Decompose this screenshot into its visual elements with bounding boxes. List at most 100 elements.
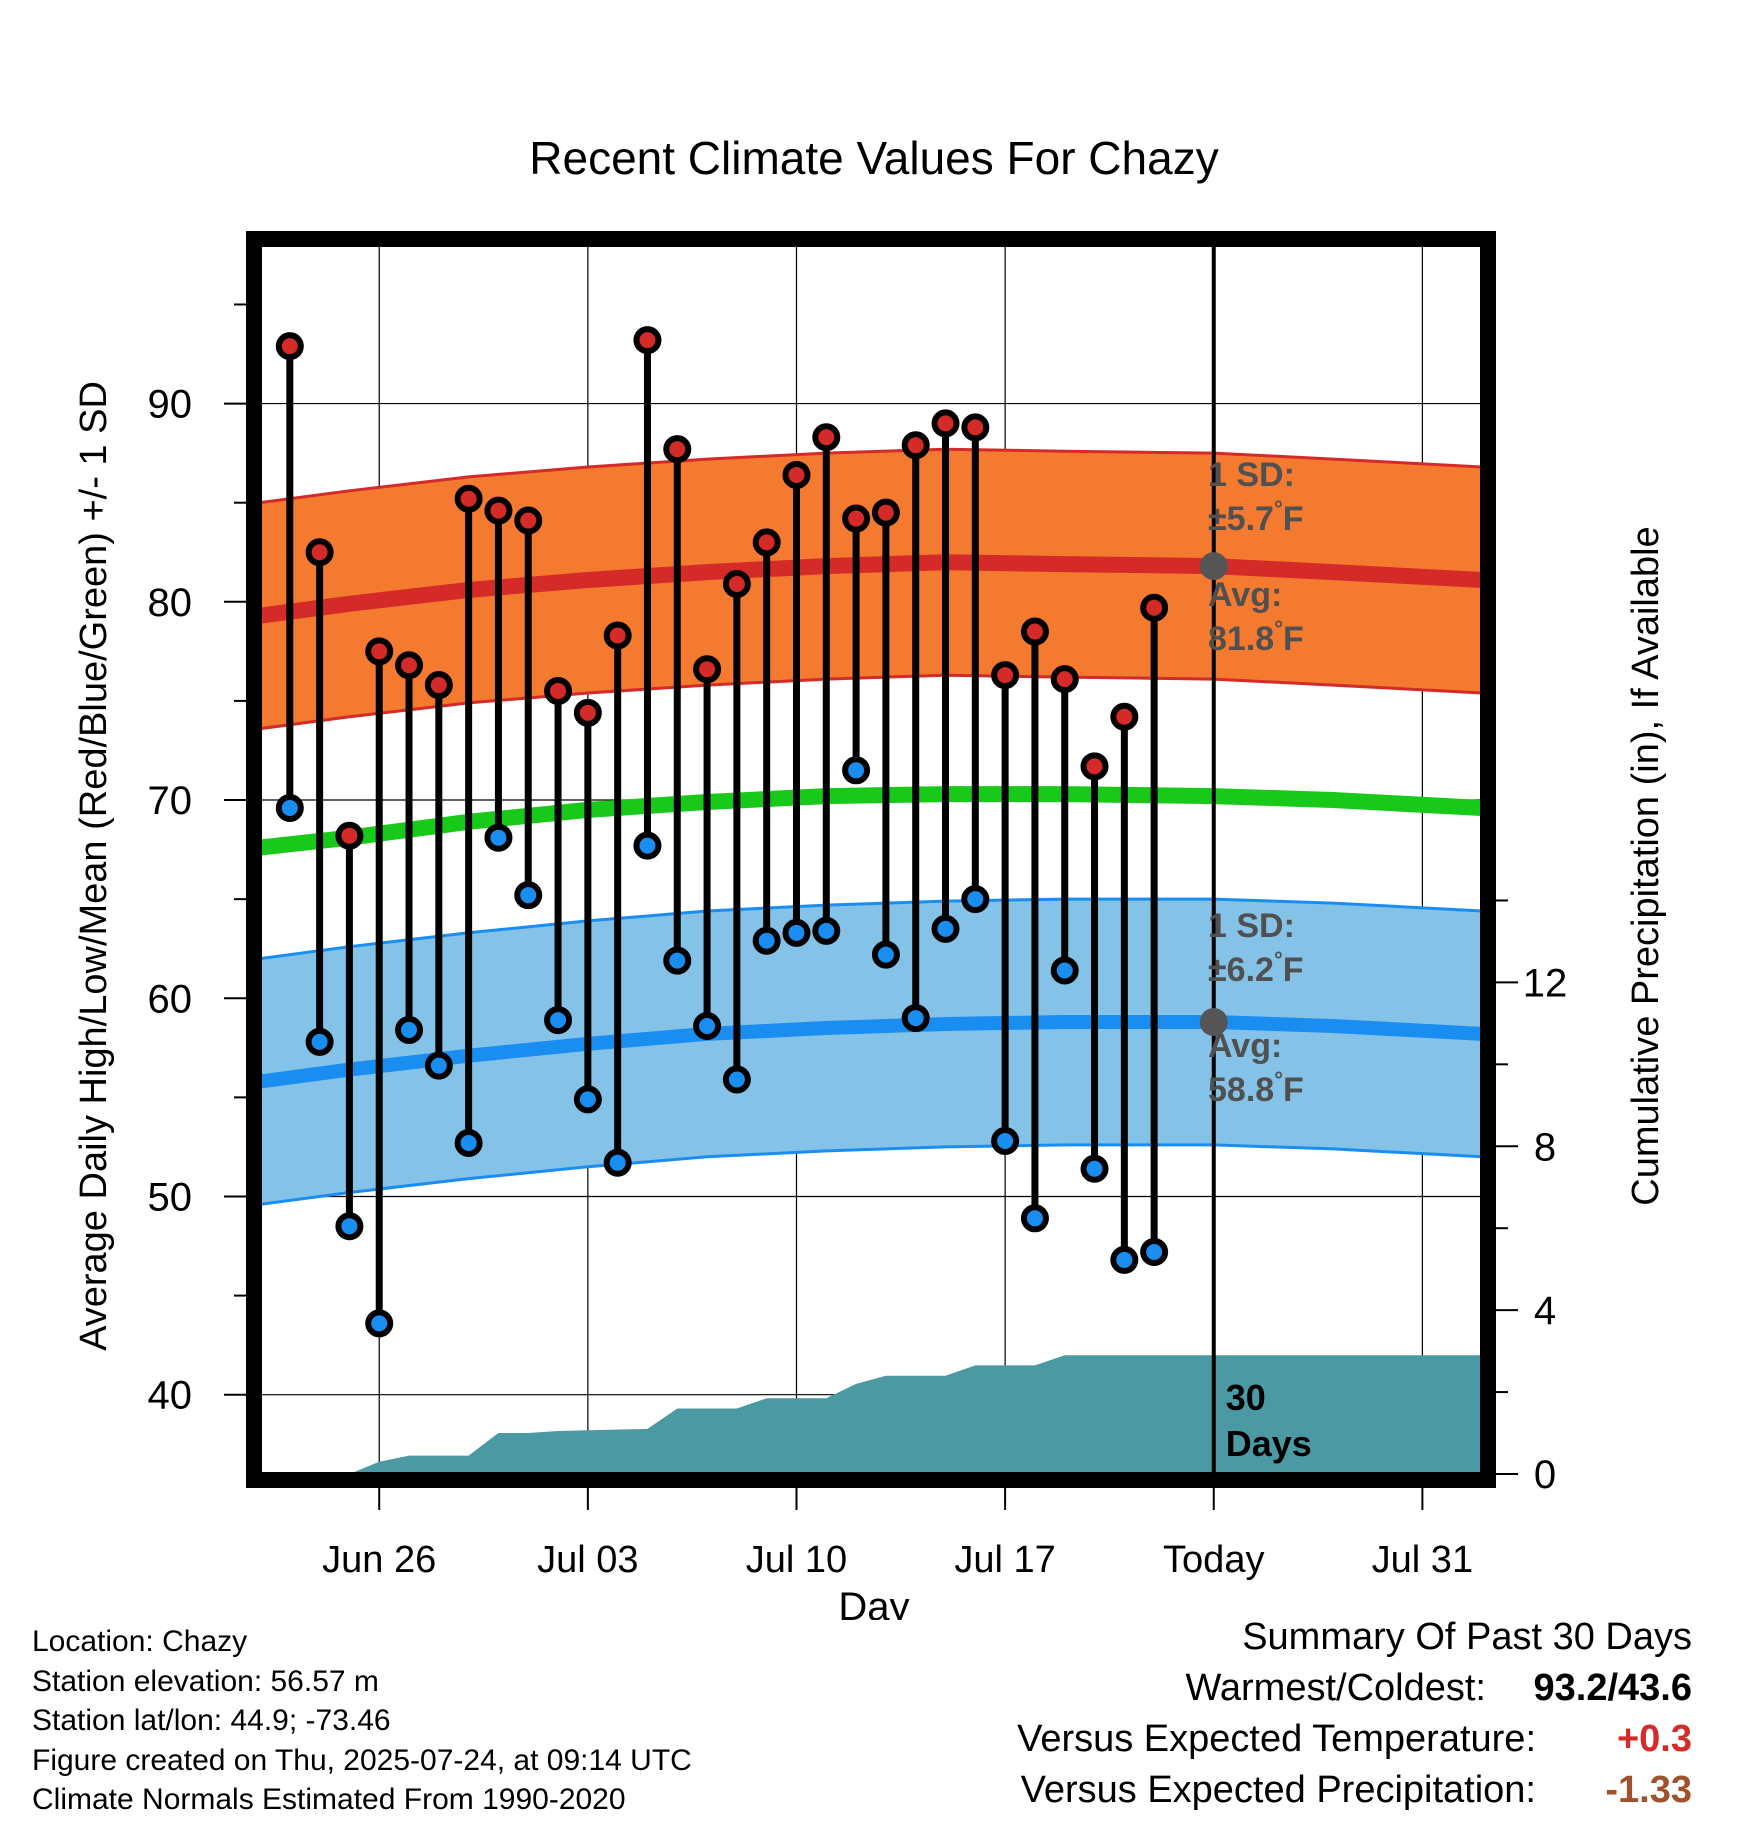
x-tick-label: Today: [1163, 1539, 1264, 1581]
y2-tick-label: 0: [1534, 1453, 1556, 1497]
obs-high-point: [395, 651, 424, 680]
obs-low-point: [573, 1085, 602, 1114]
today-low-avg-dot: [1199, 1008, 1228, 1037]
y2-tick-label: 4: [1534, 1289, 1556, 1333]
y-tick-label: 40: [148, 1374, 193, 1418]
obs-high-point: [991, 661, 1020, 690]
obs-high-point: [335, 821, 364, 850]
warmest-value: 93.2/43.6: [1533, 1667, 1692, 1709]
obs-low-point: [991, 1126, 1020, 1155]
high-avg-annotation-unit: °: [1274, 616, 1283, 641]
y2-axis-label: Cumulative Precipitation (in), If Availa…: [1625, 526, 1667, 1205]
obs-low-point: [395, 1015, 424, 1044]
obs-high-point: [544, 677, 573, 706]
latlon-text: Station lat/lon: 44.9; -73.46: [32, 1704, 391, 1737]
obs-high-point: [752, 528, 781, 557]
obs-low-point: [752, 926, 781, 955]
mean-normal-line: [260, 786, 1482, 856]
low-avg-annotation-value: 58.8°F: [1208, 1067, 1304, 1109]
obs-low-point: [782, 918, 811, 947]
x-tick-label: Jul 10: [746, 1539, 847, 1581]
low-avg-annotation-unit: °: [1274, 1067, 1283, 1092]
obs-low-point: [454, 1128, 483, 1157]
obs-high-point: [901, 431, 930, 460]
summary-warmest-row: Warmest/Coldest: 93.2/43.6: [1017, 1663, 1692, 1714]
obs-low-point: [1020, 1204, 1049, 1233]
obs-high-point: [782, 460, 811, 489]
temp-label: Versus Expected Temperature:: [1017, 1718, 1536, 1760]
low-sd-annotation-label: 1 SD:: [1208, 907, 1295, 945]
obs-low-point: [931, 914, 960, 943]
low-sd-annotation-value: ±6.2°F: [1208, 947, 1304, 989]
created-text: Figure created on Thu, 2025-07-24, at 09…: [32, 1743, 692, 1777]
obs-high-point: [514, 506, 543, 535]
obs-low-point: [544, 1006, 573, 1035]
y-tick-label: 90: [148, 383, 193, 427]
plot-frame: [246, 231, 1496, 1488]
obs-low-point: [1110, 1245, 1139, 1274]
high-sd-annotation-unit: °: [1274, 496, 1283, 521]
summary-temp-row: Versus Expected Temperature: +0.3: [1017, 1714, 1692, 1765]
high-avg-annotation-label: Avg:: [1208, 576, 1282, 614]
obs-low-point: [484, 823, 513, 852]
obs-low-point: [514, 881, 543, 910]
low-avg-annotation-unit-letter: F: [1283, 1071, 1304, 1109]
precip-value: -1.33: [1605, 1769, 1692, 1811]
temp-value: +0.3: [1616, 1718, 1692, 1760]
y-tick-label: 60: [148, 977, 193, 1021]
obs-high-point: [1050, 665, 1079, 694]
obs-high-point: [573, 698, 602, 727]
obs-high-point: [633, 326, 662, 355]
high-sd-annotation-value: ±5.7°F: [1208, 496, 1304, 538]
obs-low-point: [1140, 1237, 1169, 1266]
obs-low-point: [365, 1309, 394, 1338]
high-sd-annotation-unit-letter: F: [1283, 500, 1304, 538]
precip-label: Versus Expected Precipitation:: [1020, 1769, 1536, 1811]
obs-high-point: [931, 409, 960, 438]
obs-high-point: [365, 637, 394, 666]
obs-high-point: [722, 569, 751, 598]
x-tick-label: Jul 17: [954, 1539, 1055, 1581]
obs-high-point: [1080, 752, 1109, 781]
x-tick-label: Jun 26: [322, 1539, 436, 1581]
obs-low-point: [722, 1065, 751, 1094]
x-tick-label: Jul 03: [537, 1539, 638, 1581]
low-sd-band: [260, 897, 1482, 1206]
obs-low-point: [424, 1051, 453, 1080]
obs-high-point: [484, 496, 513, 525]
obs-low-point: [275, 793, 304, 822]
obs-high-point: [842, 504, 871, 533]
low-sd-annotation-unit: °: [1274, 947, 1283, 972]
obs-low-point: [305, 1027, 334, 1056]
elevation-text: Station elevation: 56.57 m: [32, 1664, 379, 1698]
chart-title: Recent Climate Values For Chazy: [529, 132, 1218, 184]
high-sd-annotation-label: 1 SD:: [1208, 456, 1295, 494]
obs-high-point: [693, 655, 722, 684]
obs-low-point: [1050, 956, 1079, 985]
warmest-label: Warmest/Coldest:: [1185, 1667, 1486, 1709]
summary-heading: Summary Of Past 30 Days: [1242, 1616, 1692, 1658]
obs-low-point: [961, 885, 990, 914]
obs-low-point: [693, 1012, 722, 1041]
location-text: Location: Chazy: [32, 1625, 248, 1658]
y2-tick-label: 12: [1523, 961, 1568, 1005]
obs-high-point: [603, 621, 632, 650]
today-label-30: 30: [1226, 1377, 1266, 1418]
obs-high-point: [305, 538, 334, 567]
low-avg-annotation-label: Avg:: [1208, 1027, 1282, 1065]
obs-low-point: [633, 831, 662, 860]
y-tick-label: 70: [148, 779, 193, 823]
x-tick-label: Jul 31: [1372, 1539, 1473, 1581]
x-axis-label: Day: [838, 1585, 909, 1620]
obs-high-point: [424, 671, 453, 700]
obs-high-point: [1020, 617, 1049, 646]
obs-high-point: [454, 484, 483, 513]
today-label-days: Days: [1226, 1423, 1312, 1464]
obs-high-point: [663, 435, 692, 464]
obs-high-point: [275, 332, 304, 361]
high-avg-annotation-unit-letter: F: [1283, 620, 1304, 658]
obs-high-point: [1140, 593, 1169, 622]
high-avg-annotation-value: 81.8°F: [1208, 616, 1304, 658]
summary-precip-row: Versus Expected Precipitation: -1.33: [1017, 1765, 1692, 1816]
obs-low-point: [603, 1148, 632, 1177]
